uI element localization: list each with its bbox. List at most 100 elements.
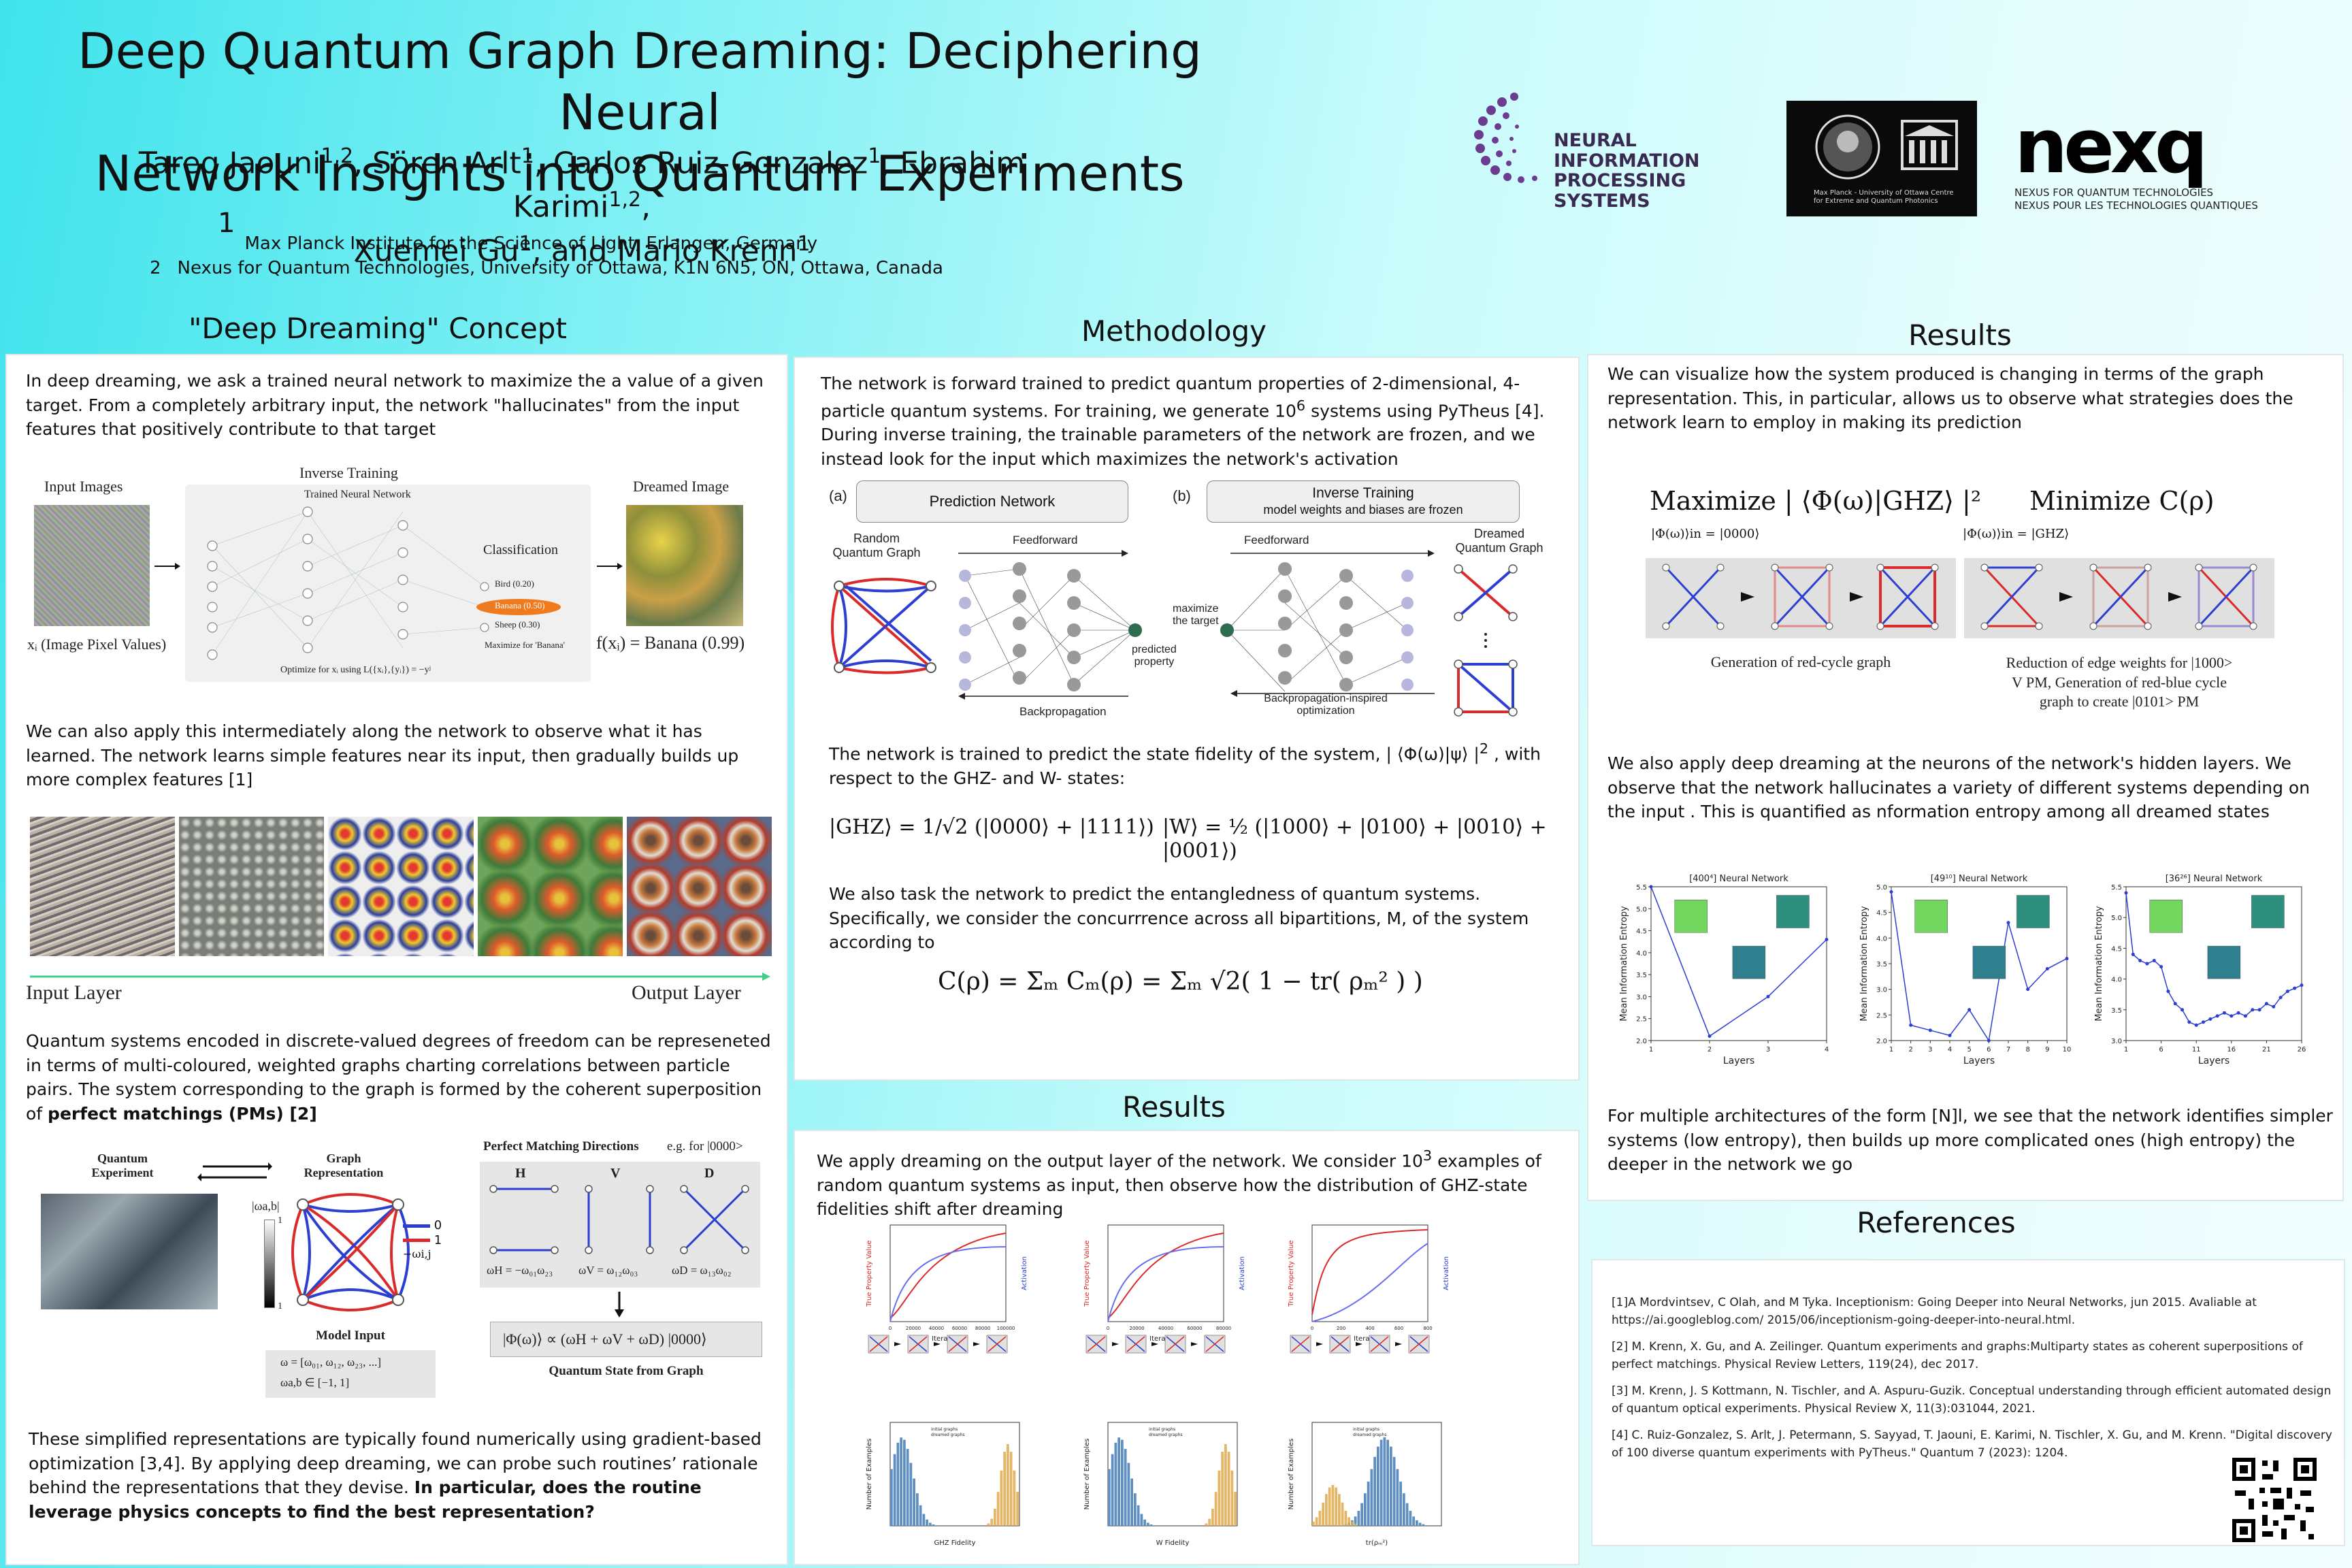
results-right-p1: We can visualize how the system produced… [1607, 364, 2293, 432]
x-tick-label: 10 [2063, 1046, 2072, 1054]
methodology-p1: The network is forward trained to predic… [821, 374, 1545, 469]
data-point [2152, 958, 2156, 962]
hist-bar [909, 1463, 913, 1526]
activation-chart: True Property ValueActivationIterations0… [866, 1224, 1028, 1354]
hist-bar [1315, 1517, 1318, 1526]
reference-item: [1]A Mordvintsev, C Olah, and M Tyka. In… [1612, 1296, 2257, 1327]
data-point [2293, 986, 2297, 990]
y-axis-label: True Property Value [866, 1240, 873, 1307]
qr-code-icon[interactable] [2232, 1458, 2317, 1542]
activation-chart: True Property ValueActivationIterations0… [1288, 1224, 1450, 1354]
data-point [2278, 996, 2283, 1000]
dreamed-graph-thumbnail [1776, 895, 1810, 928]
experiment-photo [41, 1194, 218, 1309]
y-axis-label: True Property Value [1288, 1240, 1295, 1307]
hist-bar [1224, 1444, 1227, 1526]
neurips-dots-icon [1474, 93, 1537, 183]
x-tick-label: 8 [2025, 1046, 2029, 1054]
graph-edge [909, 1336, 928, 1352]
quantum-graph-icon [291, 1193, 410, 1311]
graph-edge [948, 1336, 967, 1352]
graph-edge [1370, 1336, 1389, 1352]
y-tick-label: 5.0 [2111, 915, 2122, 922]
hist-bar [1338, 1494, 1341, 1526]
hist-bar [1396, 1469, 1399, 1526]
hist-bar [1416, 1520, 1418, 1526]
x-tick-label: 80000 [975, 1326, 990, 1331]
hist-bar [1344, 1510, 1348, 1526]
hist-bar [1117, 1437, 1120, 1526]
y-tick-label: 3.0 [2111, 1038, 2122, 1045]
y2-axis-label: Activation [1239, 1256, 1246, 1290]
activation-line [1107, 1246, 1224, 1322]
data-point [2006, 921, 2010, 925]
x-tick-label: 2 [1708, 1046, 1712, 1054]
hist-bar [1221, 1452, 1224, 1526]
x-tick-label: 1 [1889, 1046, 1893, 1054]
dreamed-graph-thumbnail [2207, 945, 2241, 979]
hist-bar [916, 1493, 919, 1526]
hist-bar [1348, 1517, 1350, 1526]
data-point [2208, 1017, 2212, 1021]
hist-bar [1211, 1508, 1214, 1526]
arrow-icon [154, 563, 180, 570]
entropy-line-chart: [400⁴] Neural Network Layers Mean Informat… [1619, 874, 1829, 1066]
hist-bar [1322, 1502, 1324, 1526]
arrow-icon [1112, 1342, 1119, 1346]
data-point [1708, 1034, 1712, 1039]
hist-bar [996, 1492, 1000, 1526]
concept-p4: These simplified representations are typ… [29, 1429, 762, 1522]
chart-title: [400⁴] Neural Network [1689, 874, 1788, 884]
y-tick-label: 2.0 [1876, 1038, 1887, 1045]
y-tick-label: 2.5 [1876, 1012, 1887, 1019]
x-tick-label: 6 [1987, 1046, 1991, 1054]
data-point [2180, 1008, 2185, 1012]
hist-bar [1403, 1493, 1405, 1526]
results-mid-heading: Results [1122, 1090, 1226, 1124]
chart-title: [49¹⁰] Neural Network [1931, 874, 2028, 884]
hist-bar [1009, 1452, 1013, 1526]
x-tick-label: 0 [1107, 1326, 1109, 1331]
prediction-network-icon [959, 562, 1142, 691]
evolution-caption: Generation of red-cycle graph [1710, 653, 1891, 670]
plot-area [889, 1224, 1007, 1322]
network-figure: (a) Prediction Network (b) Inverse Train… [795, 480, 1581, 725]
arrow-icon [973, 1342, 980, 1346]
x-tick-label: 6 [2159, 1046, 2163, 1054]
data-point [1649, 885, 1653, 889]
reference-item: [3] M. Krenn, J. S Kottmann, N. Tischler… [1612, 1384, 2332, 1416]
x-tick-label: 100000 [997, 1326, 1015, 1331]
legend-entry: dreamed graphs [1353, 1433, 1386, 1437]
down-arrow-icon [615, 1292, 624, 1318]
hist-bar [1341, 1502, 1344, 1526]
neural-network-diagram [207, 506, 561, 660]
author: Xuemei Gu [353, 233, 519, 269]
backprop-arrow-icon [958, 693, 1128, 700]
y-tick-label: 3.0 [1636, 994, 1647, 1001]
data-point [2187, 1020, 2191, 1024]
data-point [2045, 967, 2049, 971]
results-mid-panel: We apply dreaming on the output layer of… [794, 1130, 1580, 1565]
y-tick-label: 3.0 [1876, 987, 1887, 994]
legend-entry: initial graphs [1149, 1427, 1175, 1432]
hist-bar [987, 1523, 990, 1526]
arrow-icon [597, 563, 623, 570]
inverse-training-figure: Input Images Inverse Training Trained Ne… [7, 457, 789, 709]
plot-area [1107, 1224, 1224, 1322]
graph-edge [1291, 1336, 1310, 1352]
inverse-network-icon [1220, 562, 1414, 692]
w-equation: |W⟩ = ½ (|1000⟩ + |0100⟩ + |0010⟩ + |000… [1162, 815, 1547, 863]
data-point [2300, 983, 2304, 987]
x-tick-label: 400 [1365, 1326, 1374, 1331]
x-tick-label: 21 [2262, 1046, 2271, 1054]
hist-bar [1205, 1523, 1208, 1526]
maximize-label: Maximize | ⟨Φ(ω)|GHZ⟩ |² [1650, 486, 1982, 516]
hist-bar [1143, 1519, 1146, 1526]
x-axis-label: Layers [1723, 1056, 1754, 1066]
init-state-label: |Φ(ω)⟩in = |GHZ⟩ [1963, 527, 2070, 541]
hist-bar [893, 1454, 896, 1526]
data-point [2124, 891, 2128, 895]
references-list: [1]A Mordvintsev, C Olah, and M Tyka. In… [1612, 1294, 2333, 1471]
arrow-icon [1395, 1342, 1402, 1346]
entropy-line-chart: [49¹⁰] Neural Network Layers Mean Informat… [1859, 874, 2072, 1066]
